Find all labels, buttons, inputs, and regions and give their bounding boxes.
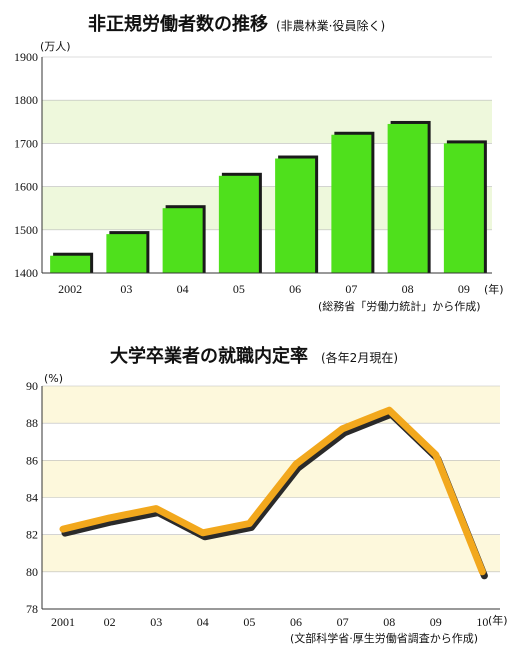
line-point: [60, 526, 66, 532]
line-point: [386, 407, 392, 413]
bar-chart-x-tick-label: 03: [120, 282, 132, 296]
bar: [50, 255, 91, 273]
bar-chart-x-tick-label: 07: [345, 282, 357, 296]
line-chart-x-tick-label: 10: [476, 615, 488, 629]
bar: [106, 234, 147, 273]
bar-chart-source: (総務省「労働力統計」から作成): [318, 299, 481, 313]
line-point: [479, 569, 485, 575]
bar-chart-y-tick-label: 1400: [14, 266, 38, 280]
line-chart-y-ticks: 78 80 82 84 86 88 90: [26, 379, 38, 616]
bar-chart-y-tick-label: 1900: [14, 50, 38, 64]
bar-chart-y-tick-label: 1800: [14, 93, 38, 107]
line-chart-bands: [42, 386, 500, 572]
bar-chart-x-tick-label: 08: [402, 282, 414, 296]
line-chart-band: [42, 386, 500, 424]
line-point: [200, 530, 206, 536]
bar: [443, 143, 484, 273]
line-point: [153, 506, 159, 512]
line-chart: 大学卒業者の就職内定率 (各年2月現在) (%) 78808284868890 …: [26, 345, 508, 645]
bar-chart-x-unit: (年): [484, 282, 504, 296]
bar-chart-y-ticks: 1400 1500 1600 1700 1800 1900: [14, 50, 38, 280]
line-chart-unit: (%): [44, 372, 63, 385]
bar-chart-unit: (万人): [40, 40, 71, 53]
line-chart-x-ticks: 2001 02 03 04 05 06 07 08 09 10: [51, 615, 488, 629]
line-chart-y-tick-label: 86: [26, 453, 38, 467]
bar-chart-x-tick-label: 05: [233, 282, 245, 296]
line-chart-y-tick-label: 80: [26, 565, 38, 579]
line-chart-x-tick-label: 08: [383, 615, 395, 629]
line-chart-x-unit: (年): [488, 613, 508, 627]
bar-chart-y-tick-label: 1500: [14, 223, 38, 237]
line-chart-x-tick-label: 05: [243, 615, 255, 629]
bar: [218, 175, 259, 273]
line-chart-source: (文部科学省·厚生労働省調査から作成): [290, 631, 478, 645]
line-chart-subtitle: (各年2月現在): [321, 350, 398, 365]
bar-chart-y-tick-label: 1700: [14, 136, 38, 150]
bar-chart-y-tick-label: 1600: [14, 180, 38, 194]
line-chart-y-tick-label: 90: [26, 379, 38, 393]
line-series: [59, 406, 486, 576]
bar-chart-bars: [50, 120, 487, 274]
line-chart-series: [59, 406, 488, 580]
bar-chart-x-tick-label: 2002: [58, 282, 82, 296]
bar-chart-x-ticks: 2002 03 04 05 06 07 08 09: [58, 282, 470, 296]
line-chart-x-tick-label: 04: [197, 615, 209, 629]
bar-chart-x-tick-label: 04: [177, 282, 189, 296]
line-chart-x-tick-label: 03: [150, 615, 162, 629]
line-chart-y-tick-label: 84: [26, 491, 38, 505]
line-chart-y-tick-label: 78: [26, 602, 38, 616]
bar: [331, 134, 372, 273]
line-chart-x-tick-label: 06: [290, 615, 302, 629]
bar: [162, 208, 203, 273]
bar-chart-x-tick-label: 06: [289, 282, 301, 296]
line-point: [246, 521, 252, 527]
line-chart-x-tick-label: 2001: [51, 615, 75, 629]
bar-chart-subtitle: (非農林業·役員除く): [276, 18, 385, 33]
line-chart-x-tick-label: 07: [337, 615, 349, 629]
line-point: [107, 515, 113, 521]
line-chart-x-tick-label: 09: [430, 615, 442, 629]
line-point: [293, 461, 299, 467]
line-point: [340, 426, 346, 432]
bar-chart-title: 非正規労働者数の推移: [88, 13, 268, 35]
line-chart-title: 大学卒業者の就職内定率: [110, 345, 308, 367]
bar-chart-x-tick-label: 09: [458, 282, 470, 296]
line-point: [433, 452, 439, 458]
line-chart-y-tick-label: 82: [26, 528, 38, 542]
bar: [275, 158, 316, 273]
line-chart-x-tick-label: 02: [104, 615, 116, 629]
bar: [387, 123, 428, 274]
line-chart-y-tick-label: 88: [26, 416, 38, 430]
bar-chart: 非正規労働者数の推移 (非農林業·役員除く) (万人) 1400 1500 1600…: [14, 13, 504, 313]
line-chart-band: [42, 534, 500, 572]
